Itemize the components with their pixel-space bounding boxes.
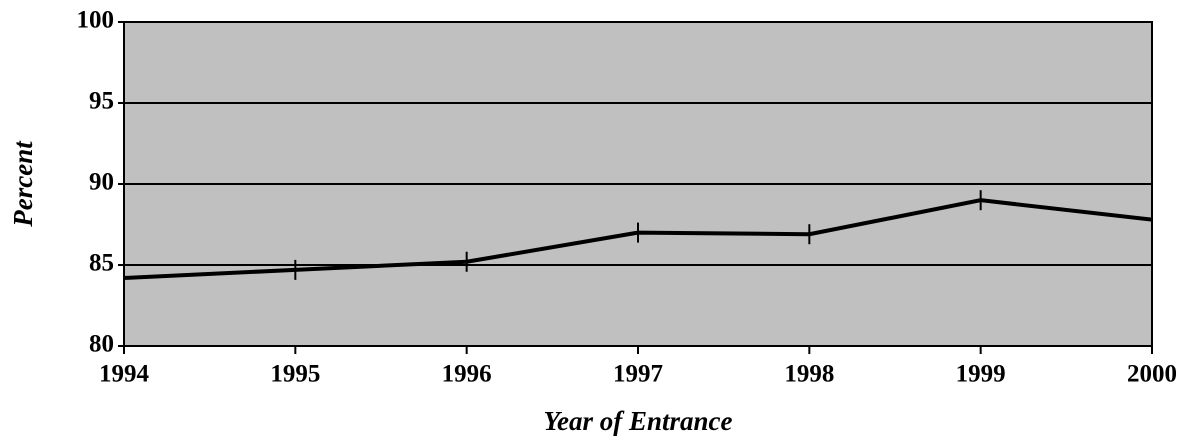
x-tick-label: 1996 [442, 361, 492, 388]
x-tick-label: 2000 [1127, 361, 1177, 388]
y-tick-label: 80 [89, 331, 114, 358]
y-tick-label: 85 [89, 250, 114, 277]
x-axis-title: Year of Entrance [544, 406, 733, 436]
plot-border [123, 21, 1153, 347]
y-axis-title: Percent [8, 140, 38, 228]
y-tick-label: 100 [77, 7, 115, 34]
x-tick-label: 1997 [613, 361, 663, 388]
x-tick-label: 1995 [270, 361, 320, 388]
x-tick-label: 1999 [956, 361, 1006, 388]
x-tick-label: 1994 [99, 361, 150, 388]
y-tick-label: 90 [89, 169, 114, 196]
x-tick-label: 1998 [784, 361, 834, 388]
y-tick-label: 95 [89, 88, 114, 115]
